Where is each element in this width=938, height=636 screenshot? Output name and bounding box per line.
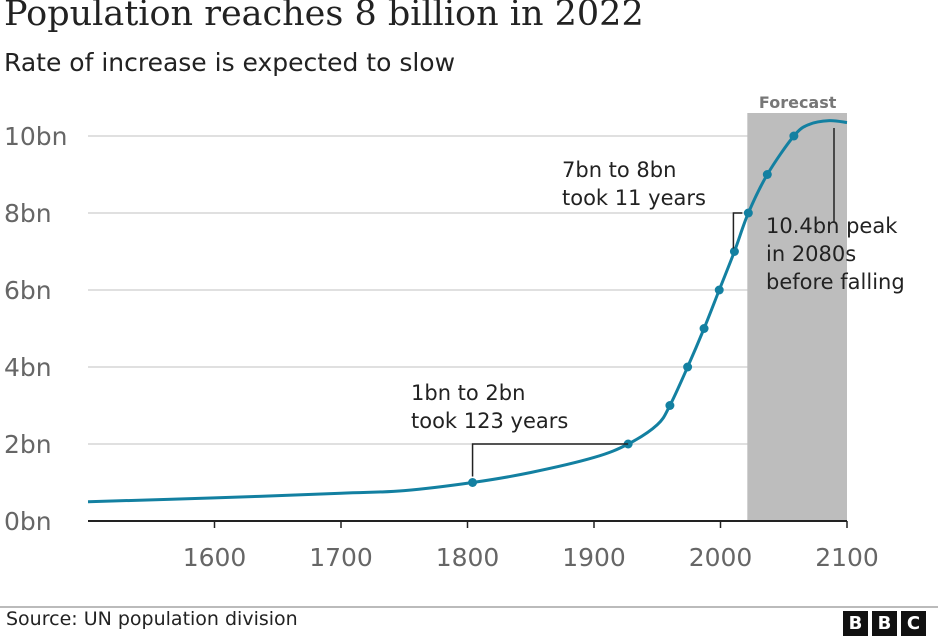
- y-tick-label: 2bn: [4, 430, 52, 459]
- chart-title: Population reaches 8 billion in 2022: [4, 0, 644, 34]
- x-tick-label: 2000: [689, 543, 753, 572]
- forecast-band: [747, 113, 847, 521]
- chart-subtitle: Rate of increase is expected to slow: [4, 48, 456, 77]
- x-tick-label: 1800: [436, 543, 500, 572]
- milestone-point: [468, 478, 478, 487]
- x-tick-label: 1700: [309, 543, 373, 572]
- annotation-bracket: [471, 443, 629, 477]
- y-tick-label: 10bn: [4, 122, 68, 151]
- milestone-point: [683, 362, 693, 372]
- annotation-text: 1bn to 2bn: [411, 381, 525, 405]
- milestone-point: [665, 401, 675, 410]
- annotation-text: in 2080s: [766, 242, 856, 266]
- y-tick-label: 8bn: [4, 199, 52, 228]
- annotation-text: took 11 years: [562, 186, 706, 210]
- footer-divider: [0, 606, 938, 608]
- annotation-text: before falling: [766, 270, 905, 294]
- y-tick-label: 6bn: [4, 276, 52, 305]
- milestone-point: [699, 324, 709, 333]
- milestone-point: [714, 285, 724, 295]
- annotation-bracket: [732, 212, 743, 249]
- annotation-text: 10.4bn peak: [766, 214, 898, 238]
- annotation-text: took 123 years: [411, 409, 568, 433]
- milestone-point: [743, 208, 753, 218]
- milestone-point: [729, 247, 739, 256]
- x-tick-label: 1600: [183, 543, 247, 572]
- source-note: Source: UN population division: [6, 608, 298, 630]
- y-tick-label: 4bn: [4, 353, 52, 382]
- milestone-point: [789, 131, 799, 141]
- line-chart: 0bn 2bn 4bn 6bn 8bn 10bn Forecast 1600 1700 1800 1…: [4, 93, 905, 572]
- x-tick-label: 1900: [562, 543, 626, 572]
- milestone-point: [762, 170, 772, 179]
- annotation-text: 7bn to 8bn: [562, 158, 676, 182]
- forecast-label: Forecast: [759, 93, 837, 112]
- y-tick-label: 0bn: [4, 507, 52, 536]
- x-tick-label: 2100: [815, 543, 879, 572]
